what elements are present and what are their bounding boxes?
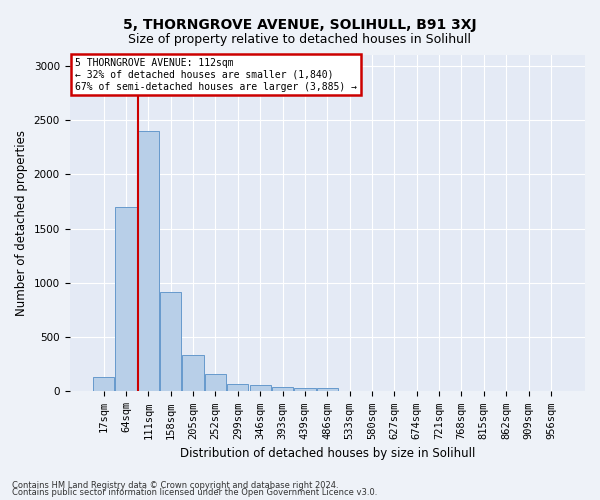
Bar bbox=[160, 292, 181, 392]
Bar bbox=[294, 388, 316, 392]
Bar bbox=[227, 384, 248, 392]
Bar bbox=[205, 374, 226, 392]
Text: 5 THORNGROVE AVENUE: 112sqm
← 32% of detached houses are smaller (1,840)
67% of : 5 THORNGROVE AVENUE: 112sqm ← 32% of det… bbox=[74, 58, 356, 92]
Bar bbox=[250, 386, 271, 392]
Bar bbox=[115, 207, 137, 392]
Text: Contains HM Land Registry data © Crown copyright and database right 2024.: Contains HM Land Registry data © Crown c… bbox=[12, 480, 338, 490]
Text: Contains public sector information licensed under the Open Government Licence v3: Contains public sector information licen… bbox=[12, 488, 377, 497]
Text: 5, THORNGROVE AVENUE, SOLIHULL, B91 3XJ: 5, THORNGROVE AVENUE, SOLIHULL, B91 3XJ bbox=[123, 18, 477, 32]
Y-axis label: Number of detached properties: Number of detached properties bbox=[15, 130, 28, 316]
Bar bbox=[93, 378, 114, 392]
Bar bbox=[137, 131, 159, 392]
Text: Size of property relative to detached houses in Solihull: Size of property relative to detached ho… bbox=[128, 32, 472, 46]
Bar bbox=[272, 387, 293, 392]
Bar bbox=[317, 388, 338, 392]
X-axis label: Distribution of detached houses by size in Solihull: Distribution of detached houses by size … bbox=[179, 447, 475, 460]
Bar bbox=[182, 354, 203, 392]
